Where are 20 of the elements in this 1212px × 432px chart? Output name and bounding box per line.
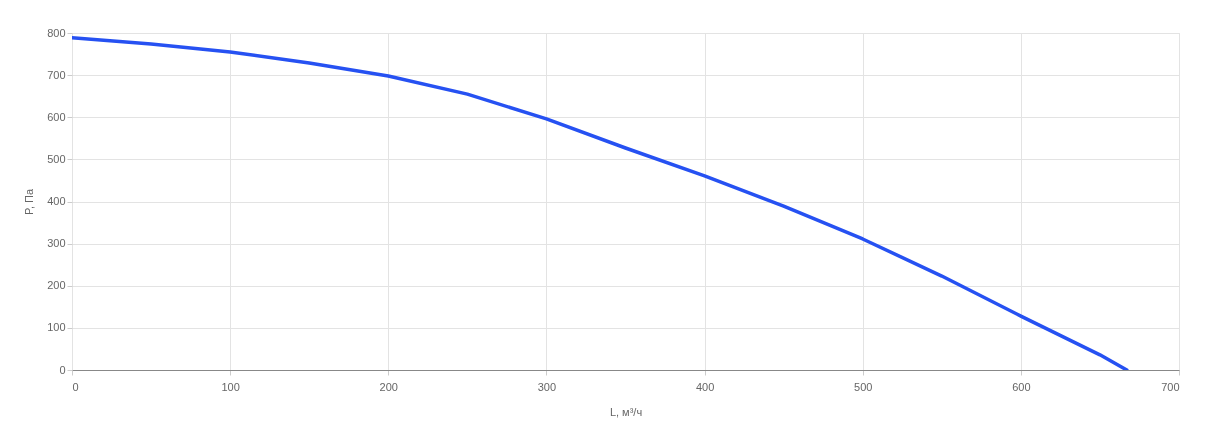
x-tick-label: 400 <box>695 380 715 393</box>
x-tick-label: 0 <box>72 380 79 393</box>
x-tick-label: 200 <box>379 380 398 393</box>
y-axis-title: P, Па <box>23 188 36 216</box>
x-axis-title: L, м³/ч <box>609 405 643 418</box>
y-tick-label: 100 <box>47 321 66 334</box>
y-tick-label: 200 <box>47 279 66 292</box>
x-tick-label: 100 <box>221 380 240 393</box>
y-tick-label: 700 <box>47 68 66 81</box>
y-tick-label: 300 <box>47 237 66 250</box>
y-tick-label: 500 <box>47 152 66 165</box>
x-tick-label: 700 <box>1161 380 1180 393</box>
x-tick-label: 500 <box>854 380 873 393</box>
y-tick-label: 0 <box>59 363 66 376</box>
x-tick-label: 300 <box>537 380 557 393</box>
line-series <box>72 35 1129 370</box>
x-tick-label: 600 <box>1012 380 1031 393</box>
y-tick-label: 400 <box>47 195 66 207</box>
y-tick-label: 800 <box>47 26 66 39</box>
y-tick-label: 600 <box>47 110 66 123</box>
